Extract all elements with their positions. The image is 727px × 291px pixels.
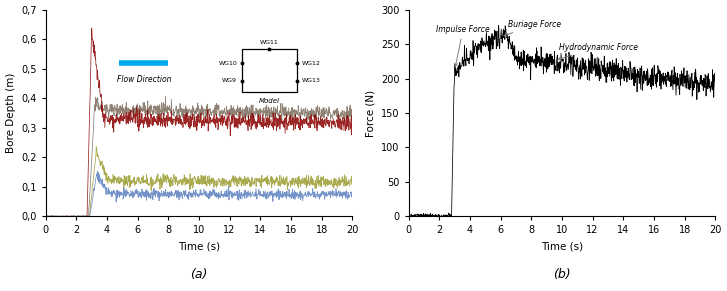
Text: (b): (b) (553, 268, 571, 281)
Text: (a): (a) (190, 268, 208, 281)
X-axis label: Time (s): Time (s) (178, 241, 220, 251)
Y-axis label: Force (N): Force (N) (366, 89, 375, 136)
Text: Buriage Force: Buriage Force (505, 20, 561, 36)
Y-axis label: Bore Depth (m): Bore Depth (m) (6, 73, 15, 153)
Text: Impulse Force: Impulse Force (436, 25, 490, 66)
X-axis label: Time (s): Time (s) (541, 241, 583, 251)
Text: Hydrodynamic Force: Hydrodynamic Force (558, 42, 638, 60)
Text: Flow Direction: Flow Direction (116, 75, 171, 84)
